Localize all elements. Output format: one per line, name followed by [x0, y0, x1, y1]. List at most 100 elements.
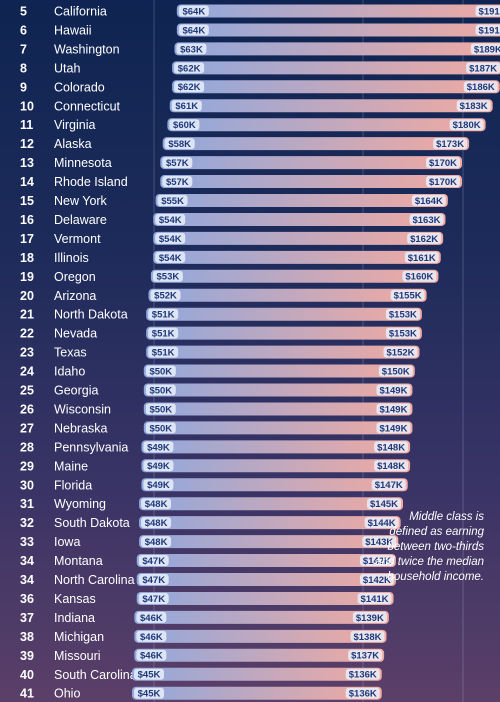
- low-label-pill: [155, 232, 186, 244]
- low-value-label: $50K: [149, 385, 172, 396]
- low-label-pill: [148, 308, 179, 320]
- range-bar: [153, 231, 444, 245]
- high-value-label: $148K: [377, 461, 405, 472]
- rank-label: 34: [20, 554, 34, 568]
- high-value-label: $191K: [479, 6, 500, 17]
- chart-row: 21 North Dakota $51K $153K: [20, 307, 422, 322]
- high-label-pill: [367, 498, 401, 510]
- state-label: Colorado: [54, 80, 105, 94]
- low-value-label: $51K: [152, 329, 175, 340]
- state-label: North Dakota: [54, 308, 128, 322]
- high-label-pill: [345, 687, 380, 699]
- high-label-pill: [475, 24, 500, 36]
- state-label: Kansas: [54, 592, 96, 606]
- chart-row: 13 Minnesota $57K $170K: [20, 156, 462, 170]
- low-label-pill: [174, 62, 205, 74]
- chart-row: 14 Rhode Island $57K $170K: [20, 175, 462, 189]
- low-label-pill: [162, 157, 193, 169]
- state-label: Iowa: [54, 535, 80, 549]
- high-label-pill: [470, 43, 500, 55]
- range-bar: [176, 23, 500, 37]
- state-label: Alaska: [54, 137, 92, 151]
- chart-row: 9 Colorado $62K $186K: [20, 80, 500, 94]
- low-value-label: $47K: [142, 556, 165, 567]
- range-bar: [153, 250, 441, 264]
- low-label-pill: [152, 270, 183, 282]
- range-bar: [150, 269, 439, 283]
- high-label-pill: [348, 649, 383, 661]
- high-label-pill: [407, 232, 442, 244]
- high-label-pill: [404, 251, 439, 263]
- rank-label: 18: [20, 251, 34, 265]
- state-label: Pennsylvania: [54, 440, 128, 454]
- low-value-label: $50K: [149, 423, 172, 434]
- low-label-pill: [164, 138, 195, 150]
- state-label: Montana: [54, 554, 103, 568]
- chart-row: 18 Illinois $54K $161K: [20, 250, 441, 265]
- range-bar: [162, 137, 470, 151]
- rank-label: 30: [20, 478, 34, 492]
- range-bar: [132, 686, 382, 700]
- low-value-label: $47K: [142, 575, 165, 586]
- state-label: Georgia: [54, 384, 99, 398]
- low-label-pill: [148, 327, 179, 339]
- low-value-label: $49K: [147, 461, 170, 472]
- high-label-pill: [376, 384, 411, 396]
- low-label-pill: [134, 668, 164, 680]
- state-label: South Carolina: [54, 668, 137, 682]
- low-label-pill: [150, 289, 181, 301]
- high-value-label: $149K: [379, 423, 407, 434]
- low-value-label: $48K: [145, 518, 168, 529]
- low-label-pill: [141, 536, 172, 548]
- high-value-label: $173K: [436, 139, 464, 150]
- rank-label: 26: [20, 402, 34, 416]
- high-value-label: $180K: [453, 120, 481, 131]
- low-label-pill: [155, 251, 186, 263]
- rank-label: 9: [20, 80, 27, 94]
- chart-row: 7 Washington $63K $189K: [20, 42, 500, 56]
- low-label-pill: [138, 555, 169, 567]
- low-label-pill: [145, 384, 176, 396]
- range-bar: [134, 629, 387, 643]
- high-label-pill: [449, 119, 484, 131]
- low-value-label: $46K: [140, 651, 163, 662]
- high-label-pill: [463, 81, 498, 93]
- state-label: Vermont: [54, 232, 101, 246]
- range-bar: [146, 326, 422, 340]
- low-label-pill: [157, 195, 188, 206]
- low-value-label: $49K: [147, 480, 170, 491]
- low-value-label: $50K: [149, 404, 172, 415]
- rank-label: 5: [20, 5, 27, 19]
- state-label: Florida: [54, 478, 92, 492]
- low-label-pill: [141, 498, 172, 510]
- high-label-pill: [383, 346, 418, 358]
- low-value-label: $63K: [180, 44, 203, 55]
- chart-row: 25 Georgia $50K $149K: [20, 383, 413, 398]
- low-label-pill: [178, 5, 209, 17]
- low-label-pill: [145, 422, 176, 434]
- high-value-label: $160K: [405, 272, 433, 283]
- state-label: Rhode Island: [54, 175, 128, 189]
- range-bar: [136, 554, 396, 568]
- range-bar: [141, 478, 408, 492]
- chart-row: 30 Florida $49K $147K: [20, 478, 408, 492]
- high-value-label: $148K: [377, 442, 405, 453]
- low-label-pill: [136, 649, 167, 661]
- high-label-pill: [364, 517, 399, 529]
- high-value-label: $144K: [368, 518, 396, 529]
- low-label-pill: [143, 441, 174, 453]
- chart-row: 29 Maine $49K $148K: [20, 459, 411, 473]
- high-label-pill: [345, 668, 380, 680]
- state-label: Idaho: [54, 365, 85, 379]
- rank-label: 39: [20, 649, 34, 663]
- state-label: South Dakota: [54, 516, 130, 530]
- low-value-label: $50K: [149, 366, 172, 377]
- high-value-label: $136K: [349, 670, 377, 681]
- chart-row: 19 Oregon $53K $160K: [20, 269, 439, 284]
- high-label-pill: [402, 270, 437, 282]
- low-value-label: $55K: [161, 196, 184, 207]
- low-label-pill: [143, 460, 174, 472]
- high-label-pill: [357, 592, 392, 604]
- state-label: Washington: [54, 42, 120, 56]
- high-value-label: $145K: [370, 499, 398, 510]
